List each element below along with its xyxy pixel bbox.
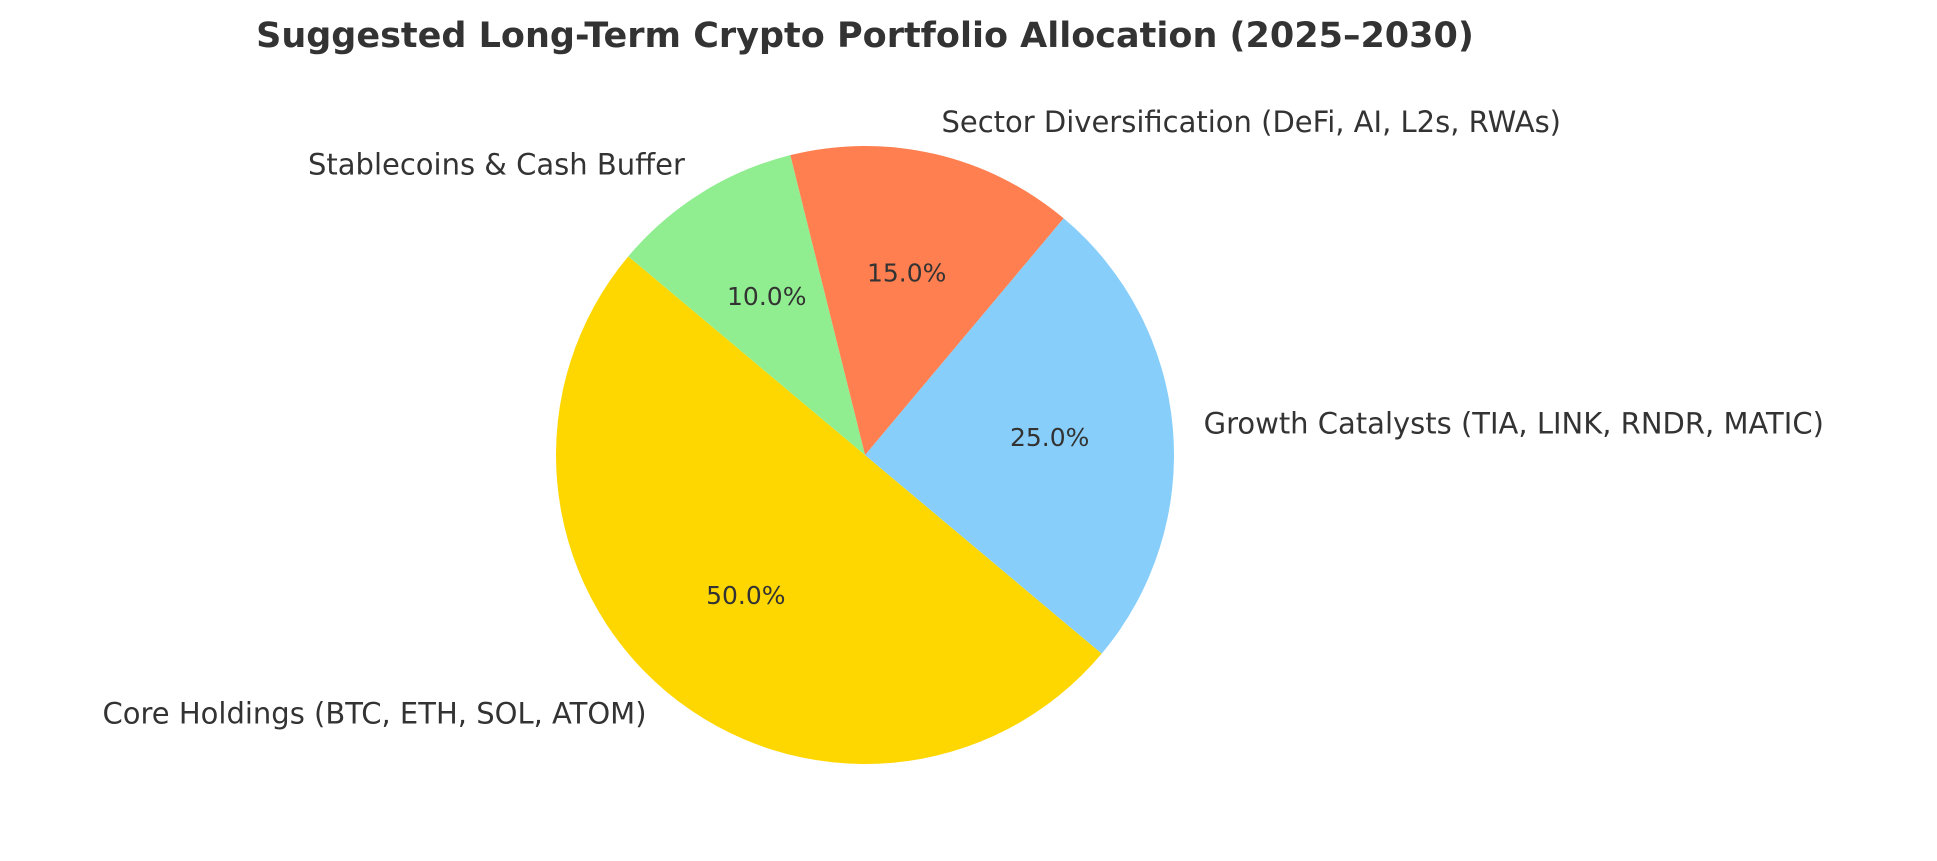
- chart-title: Suggested Long-Term Crypto Portfolio All…: [256, 16, 1474, 56]
- slice-label: Stablecoins & Cash Buffer: [308, 148, 685, 182]
- slice-value-label: 10.0%: [727, 282, 806, 311]
- slice-label: Sector Diversification (DeFi, AI, L2s, R…: [941, 105, 1561, 139]
- slice-value-label: 15.0%: [867, 258, 946, 287]
- pie-slice: [628, 155, 865, 455]
- slice-label: Core Holdings (BTC, ETH, SOL, ATOM): [103, 696, 647, 730]
- slice-label: Growth Catalysts (TIA, LINK, RNDR, MATIC…: [1204, 406, 1824, 440]
- slice-value-label: 50.0%: [706, 581, 785, 610]
- pie-slice: [556, 256, 1102, 765]
- slice-value-label: 25.0%: [1010, 423, 1089, 452]
- pie-slice: [865, 218, 1174, 654]
- pie-slice: [790, 146, 1064, 456]
